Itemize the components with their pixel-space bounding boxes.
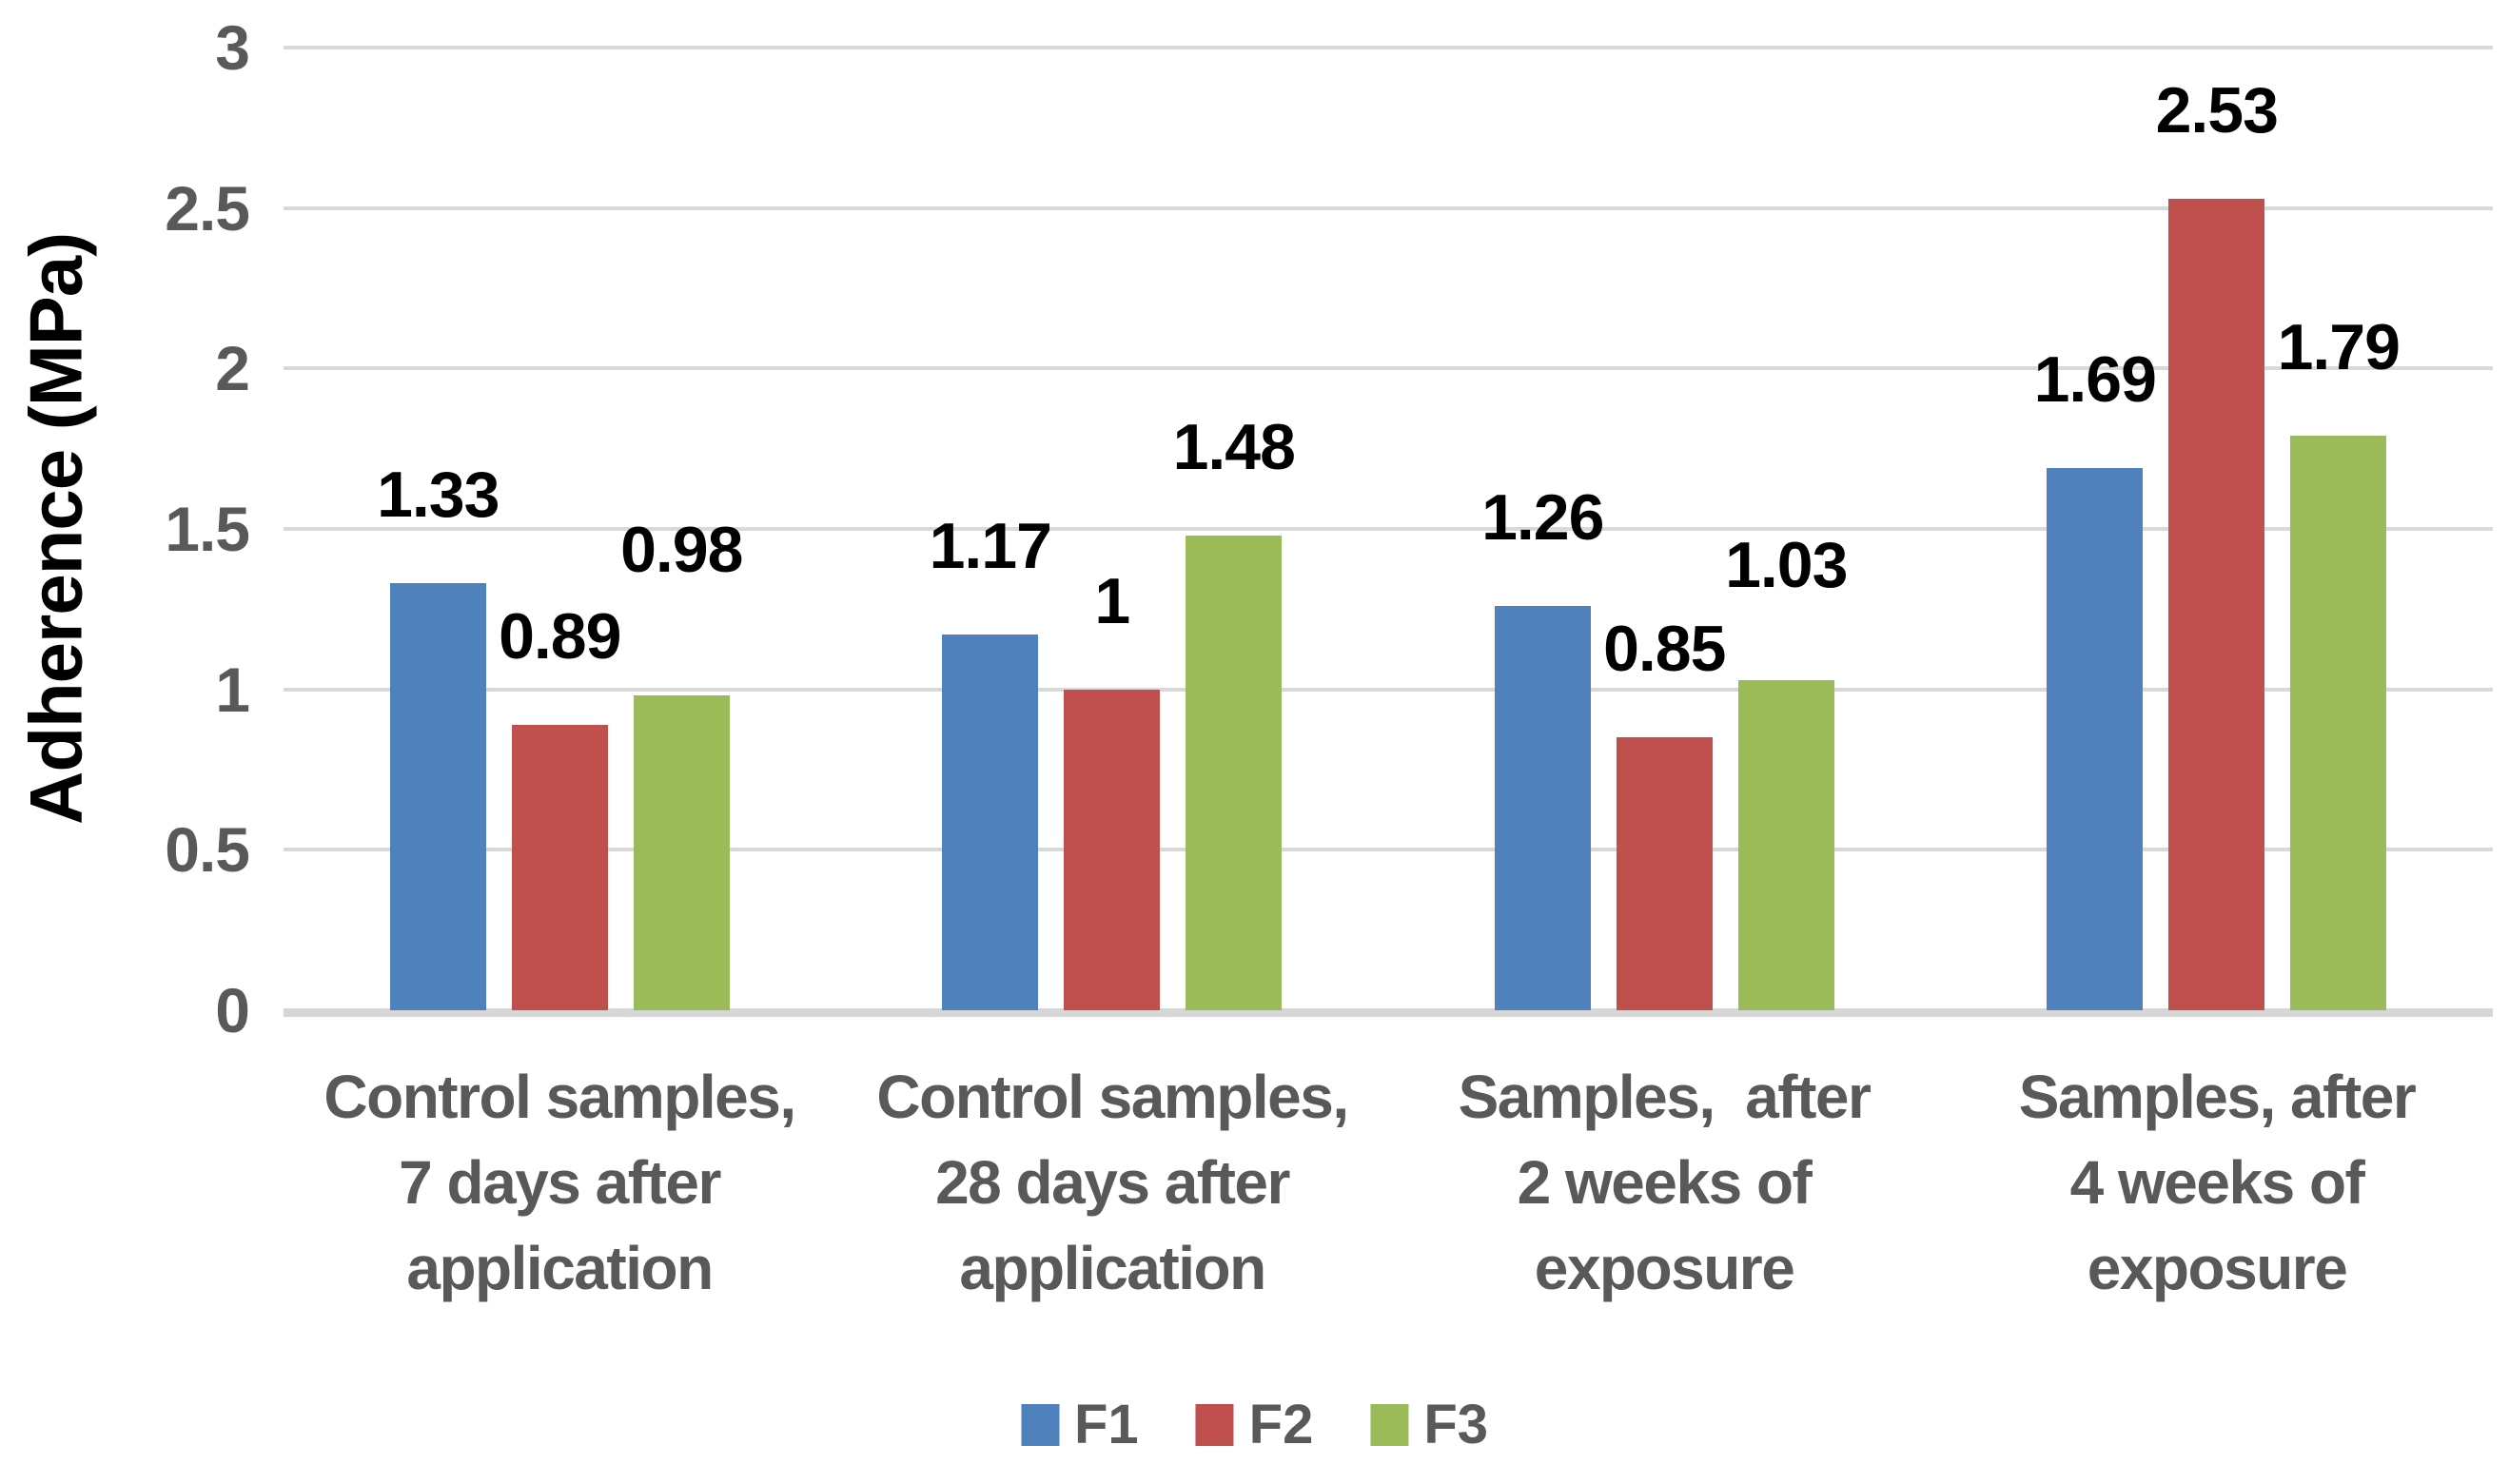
gridline-y-2.5 xyxy=(284,205,2493,210)
x-category-label-2: Control samples, 28 days after applicati… xyxy=(876,1063,1349,1302)
x-category-label-3: Samples, after 2 weeks of exposure xyxy=(1458,1063,1872,1302)
legend-swatch-f2 xyxy=(1195,1404,1234,1446)
bar-f1-group3 xyxy=(1494,605,1591,1010)
bar-f1-group2 xyxy=(942,635,1039,1010)
legend-label-f2: F2 xyxy=(1248,1394,1314,1455)
bar-value-label-f2-group1: 0.89 xyxy=(499,599,621,673)
bar-f3-group1 xyxy=(633,695,730,1010)
legend-swatch-f3 xyxy=(1370,1404,1409,1446)
bar-value-label-f3-group2: 1.48 xyxy=(1172,410,1296,483)
y-tick-label-0: 0 xyxy=(215,975,250,1045)
plot-area: 1.33 0.89 0.98 1.17 1 1.48 1.26 0.85 1.03 1.69 2.5… xyxy=(284,46,2493,1017)
gridline-y-0.5 xyxy=(284,848,2493,852)
bar-f2-group3 xyxy=(1616,737,1713,1010)
legend-swatch-f1 xyxy=(1020,1404,1059,1446)
bar-value-label-f1-group3: 1.26 xyxy=(1481,480,1604,554)
bar-value-label-f1-group4: 1.69 xyxy=(2033,342,2157,416)
y-tick-label-3: 3 xyxy=(215,12,250,83)
bar-value-label-f2-group2: 1 xyxy=(1094,564,1130,637)
legend-label-f3: F3 xyxy=(1423,1394,1489,1455)
bar-f3-group4 xyxy=(2290,436,2387,1010)
legend-item-f2: F2 xyxy=(1195,1394,1314,1455)
legend: F1 F2 F3 xyxy=(1020,1394,1488,1455)
bar-f1-group1 xyxy=(389,583,486,1010)
bar-value-label-f1-group2: 1.17 xyxy=(929,510,1052,583)
gridline-y-2 xyxy=(284,366,2493,371)
bar-value-label-f3-group4: 1.79 xyxy=(2277,311,2401,384)
bar-f3-group3 xyxy=(1737,679,1834,1010)
y-tick-label-2.5: 2.5 xyxy=(165,172,250,244)
legend-item-f1: F1 xyxy=(1020,1394,1139,1455)
y-tick-label-0.5: 0.5 xyxy=(165,814,250,886)
bar-value-label-f3-group3: 1.03 xyxy=(1725,528,1848,601)
y-tick-label-1: 1 xyxy=(215,654,250,725)
bar-f2-group2 xyxy=(1064,689,1161,1010)
x-category-label-4: Samples, after 4 weeks of exposure xyxy=(2018,1063,2417,1302)
gridline-y-1.5 xyxy=(284,527,2493,531)
bar-value-label-f3-group1: 0.98 xyxy=(620,514,743,587)
y-tick-label-1.5: 1.5 xyxy=(165,494,250,564)
x-category-label-1: Control samples, 7 days after applicatio… xyxy=(323,1063,796,1302)
bar-value-label-f1-group1: 1.33 xyxy=(377,459,500,532)
bar-f3-group2 xyxy=(1186,535,1283,1010)
bar-value-label-f2-group4: 2.53 xyxy=(2155,73,2279,146)
gridline-y-3 xyxy=(284,46,2493,49)
bar-f1-group4 xyxy=(2047,467,2144,1010)
bar-f2-group1 xyxy=(511,724,608,1010)
y-tick-label-2: 2 xyxy=(215,333,250,404)
bar-value-label-f2-group3: 0.85 xyxy=(1603,613,1726,686)
x-axis-line xyxy=(284,1008,2493,1017)
legend-label-f1: F1 xyxy=(1073,1394,1139,1455)
bar-f2-group4 xyxy=(2168,198,2265,1010)
gridline-y-1 xyxy=(284,687,2493,692)
legend-item-f3: F3 xyxy=(1370,1396,1488,1454)
